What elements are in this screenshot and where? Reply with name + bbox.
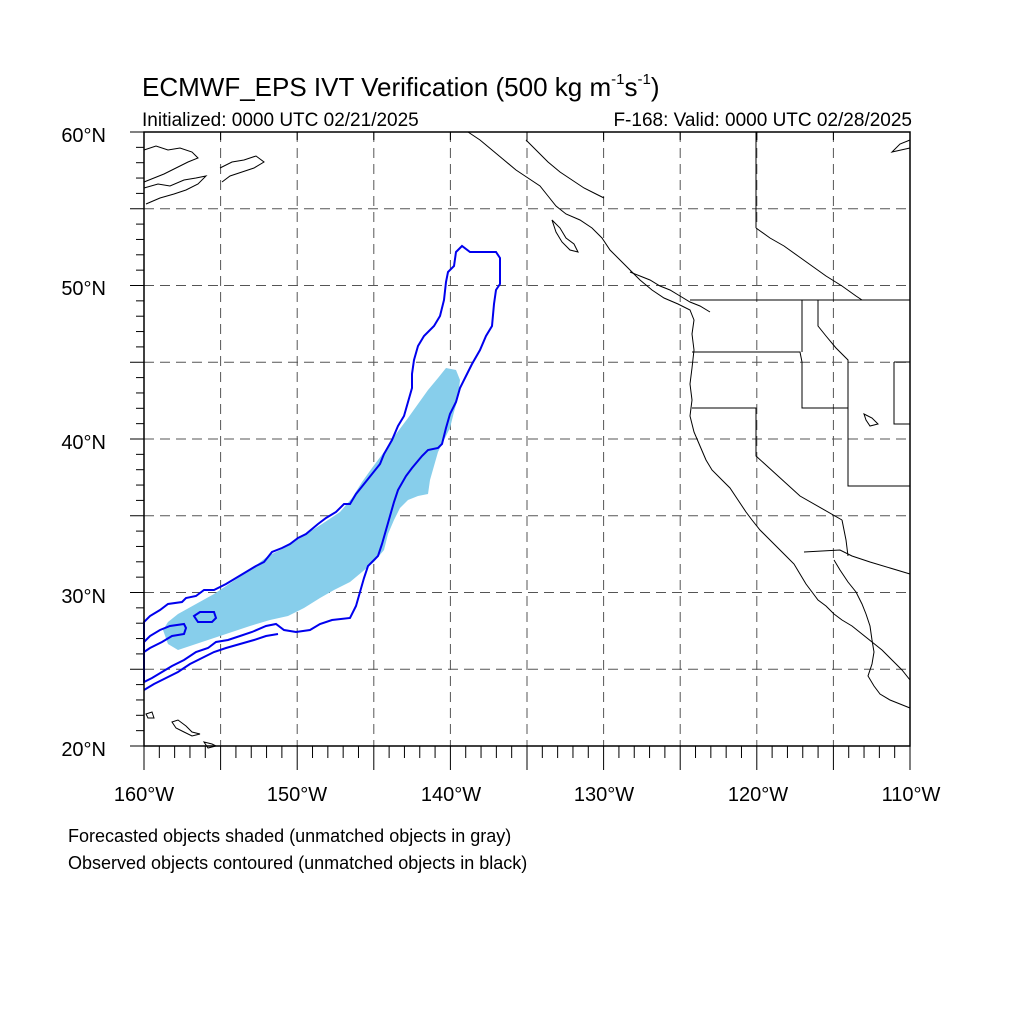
observed-ivt-contour-south (143, 633, 279, 691)
lat-label-20n: 20°N (61, 739, 106, 761)
lat-label-50n: 50°N (61, 278, 106, 300)
lon-label-160w: 160°W (113, 784, 175, 806)
lon-label-140w: 140°W (420, 784, 482, 806)
observed-ivt-contour-inner (143, 622, 188, 653)
coastlines (143, 131, 911, 749)
observed-ivt-contour-outer (143, 244, 501, 684)
valid-time: F-168: Valid: 0000 UTC 02/28/2025 (613, 110, 912, 131)
lat-label-40n: 40°N (61, 432, 106, 454)
map-title: ECMWF_EPS IVT Verification (500 kg m-1s-… (142, 71, 660, 102)
observed-ivt-contour-small (192, 611, 218, 623)
political-borders (690, 132, 911, 575)
lon-label-130w: 130°W (573, 784, 635, 806)
lat-label-30n: 30°N (61, 586, 106, 608)
map-gridlines (144, 132, 910, 746)
lon-label-150w: 150°W (266, 784, 328, 806)
lon-label-110w: 110°W (881, 784, 941, 806)
legend-forecast-note: Forecasted objects shaded (unmatched obj… (68, 826, 512, 846)
forecast-ivt-object (163, 368, 460, 650)
initialized-time: Initialized: 0000 UTC 02/21/2025 (142, 110, 419, 131)
lat-label-60n: 60°N (61, 125, 106, 147)
map-ticks (130, 131, 911, 770)
map-frame (143, 131, 911, 747)
legend-observed-note: Observed objects contoured (unmatched ob… (68, 853, 528, 873)
lon-label-120w: 120°W (727, 784, 789, 806)
